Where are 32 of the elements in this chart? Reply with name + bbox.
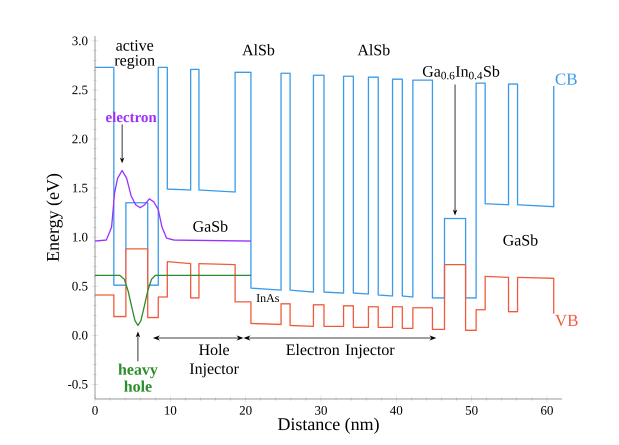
line-series — [94, 274, 252, 326]
y-tick-label: 0.0 — [72, 330, 88, 340]
annotation: InAs — [256, 294, 279, 302]
x-tick-label: 40 — [390, 406, 402, 415]
annotation: GaSb — [503, 234, 538, 246]
x-tick-label: 50 — [466, 406, 478, 415]
annotation: Electron Injector — [286, 344, 394, 358]
x-tick-label: 20 — [240, 406, 252, 415]
annotation: Ga$_{0.6}$In$_{0.4}$Sb — [422, 66, 500, 80]
annotation: Hole Injector — [190, 344, 239, 378]
y-tick-label: 2.5 — [72, 86, 88, 94]
x-tick-label: 10 — [164, 406, 176, 415]
text: heavy hole — [118, 364, 158, 392]
annotation: GaSb — [193, 220, 228, 232]
x-tick-label: 30 — [315, 406, 327, 415]
x-tick-label: 0 — [92, 406, 98, 415]
annotation: AlSb — [242, 44, 274, 56]
annotation: AlSb — [358, 44, 390, 56]
annotation: active region — [114, 40, 155, 69]
y-tick-label: 1.0 — [72, 232, 88, 242]
y-tick-label: 3.0 — [72, 36, 88, 46]
y-axis-title: Energy (eV) — [46, 174, 63, 262]
line-series — [94, 248, 554, 331]
series-label: CB — [556, 73, 577, 85]
series-label: VB — [555, 314, 578, 326]
y-tick-label: 2.0 — [72, 134, 88, 144]
line-series — [94, 170, 252, 242]
x-axis-title: Distance (nm) — [278, 418, 379, 434]
y-tick-label: 0.5 — [72, 282, 88, 291]
y-tick-label: -0.5 — [68, 380, 88, 389]
x-tick-label: 60 — [541, 406, 553, 415]
y-tick-label: 1.5 — [72, 184, 88, 192]
